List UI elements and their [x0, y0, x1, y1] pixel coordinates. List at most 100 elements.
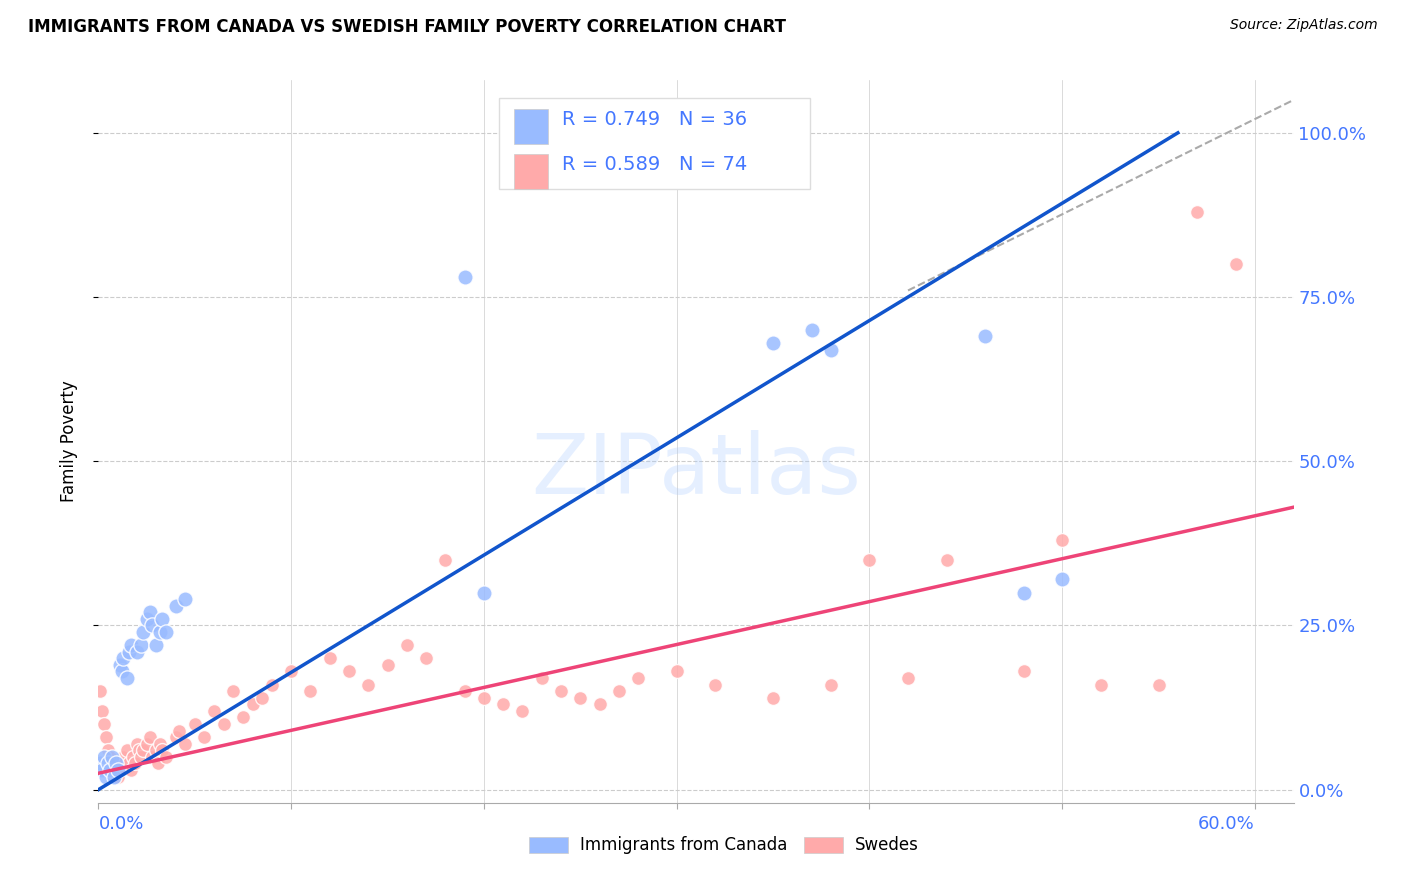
Point [193, 730, 215, 744]
Point [97, 743, 120, 757]
Point [149, 625, 172, 640]
Point [103, 770, 125, 784]
Point [800, 323, 823, 337]
Point [260, 677, 283, 691]
Point [762, 690, 785, 705]
Point [1185, 204, 1208, 219]
Point [117, 743, 139, 757]
Point [103, 763, 125, 777]
Text: Source: ZipAtlas.com: Source: ZipAtlas.com [1230, 18, 1378, 32]
Point [93, 749, 115, 764]
Point [165, 599, 187, 613]
Point [94, 770, 117, 784]
Point [132, 743, 155, 757]
Point [97, 756, 120, 771]
FancyBboxPatch shape [804, 838, 844, 854]
Point [935, 553, 957, 567]
Point [550, 684, 572, 698]
Point [91, 704, 114, 718]
Point [141, 749, 163, 764]
Point [337, 665, 360, 679]
FancyBboxPatch shape [529, 838, 568, 854]
Point [112, 749, 135, 764]
Point [202, 704, 225, 718]
Point [530, 671, 553, 685]
Point [104, 763, 127, 777]
Point [357, 677, 380, 691]
Point [122, 749, 145, 764]
Point [472, 585, 495, 599]
Point [232, 710, 254, 724]
Point [280, 665, 302, 679]
Point [1012, 665, 1035, 679]
Point [762, 336, 785, 351]
Point [128, 743, 150, 757]
Point [588, 698, 610, 712]
Point [174, 737, 197, 751]
Point [129, 638, 152, 652]
Point [118, 645, 141, 659]
Point [395, 638, 418, 652]
FancyBboxPatch shape [515, 154, 548, 189]
Point [377, 657, 399, 672]
Point [174, 592, 197, 607]
Point [129, 749, 152, 764]
Point [101, 749, 124, 764]
Point [125, 645, 148, 659]
Point [512, 704, 534, 718]
Point [169, 723, 191, 738]
Point [820, 343, 842, 357]
Point [98, 749, 121, 764]
Point [299, 684, 322, 698]
Point [155, 625, 177, 640]
Point [150, 612, 173, 626]
Point [93, 717, 115, 731]
Point [1050, 533, 1073, 547]
Point [184, 717, 207, 731]
Point [434, 553, 457, 567]
Point [627, 671, 650, 685]
Text: 60.0%: 60.0% [1198, 814, 1256, 832]
Point [98, 763, 121, 777]
Point [108, 657, 131, 672]
Text: Immigrants from Canada: Immigrants from Canada [581, 837, 787, 855]
Point [242, 698, 264, 712]
Point [858, 553, 880, 567]
Point [118, 756, 141, 771]
Point [89, 756, 111, 771]
Point [89, 684, 111, 698]
Point [1147, 677, 1170, 691]
Point [149, 737, 172, 751]
Point [453, 684, 475, 698]
Point [139, 730, 162, 744]
Point [897, 671, 920, 685]
Point [492, 698, 515, 712]
Point [141, 618, 163, 632]
Point [607, 684, 630, 698]
FancyBboxPatch shape [515, 109, 548, 144]
Text: IMMIGRANTS FROM CANADA VS SWEDISH FAMILY POVERTY CORRELATION CHART: IMMIGRANTS FROM CANADA VS SWEDISH FAMILY… [28, 18, 786, 36]
FancyBboxPatch shape [499, 98, 810, 189]
Point [135, 737, 157, 751]
Point [665, 665, 688, 679]
Point [132, 625, 155, 640]
Point [120, 638, 142, 652]
Point [110, 665, 132, 679]
Point [1090, 677, 1112, 691]
Point [165, 730, 187, 744]
Point [125, 737, 148, 751]
Point [212, 717, 235, 731]
Point [155, 749, 177, 764]
Y-axis label: Family Poverty: Family Poverty [59, 381, 77, 502]
Point [117, 671, 139, 685]
Point [1012, 585, 1035, 599]
Point [104, 756, 127, 771]
Point [569, 690, 592, 705]
Text: ZIPatlas: ZIPatlas [531, 430, 860, 511]
Point [145, 638, 167, 652]
Point [415, 651, 437, 665]
Point [974, 329, 997, 343]
Point [453, 270, 475, 285]
Point [91, 763, 114, 777]
Text: Swedes: Swedes [855, 837, 918, 855]
